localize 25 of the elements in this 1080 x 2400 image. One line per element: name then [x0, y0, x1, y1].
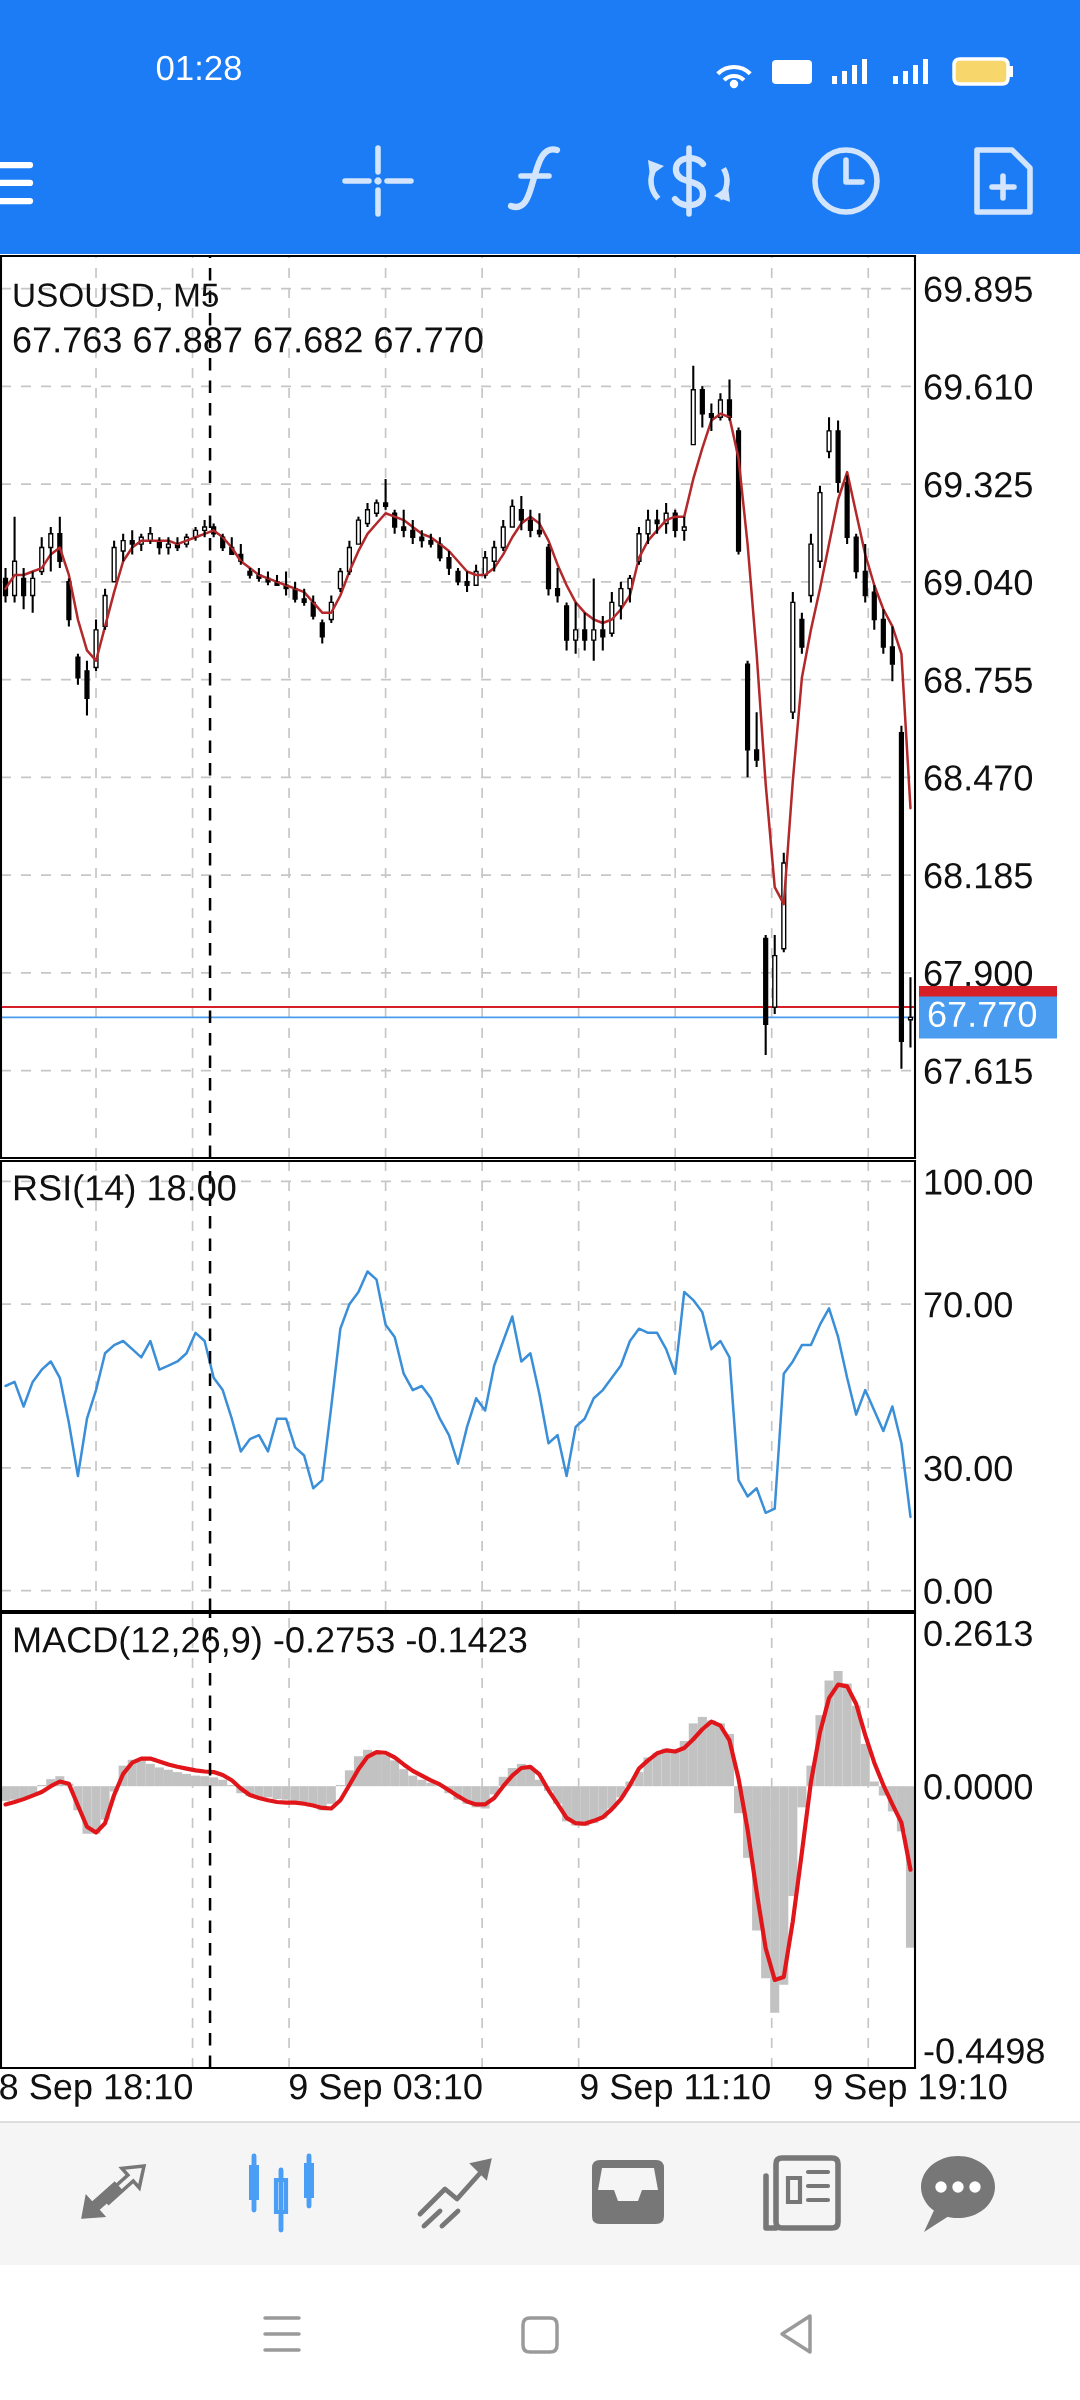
- x-tick-label: 9 Sep 03:10: [289, 2073, 482, 2107]
- y-tick-label: 68.185: [924, 862, 1032, 889]
- y-tick-label: 70.00: [924, 1292, 1012, 1318]
- chart-title: MACD(12,26,9) -0.2753 -0.1423: [14, 1626, 527, 1660]
- y-tick-label: 100.00: [925, 1169, 1033, 1195]
- y-tick-label: 0.0000: [924, 1774, 1033, 1800]
- x-tick-label: 8 Sep 18:10: [0, 2073, 192, 2107]
- y-tick-label: 67.615: [924, 1058, 1032, 1084]
- y-tick-label: 68.755: [924, 667, 1032, 693]
- text: 67.763 67.887 67.682 67.770: [13, 327, 483, 353]
- x-tick-label: 9 Sep 19:10: [814, 2073, 1007, 2107]
- y-tick-label: 69.325: [924, 471, 1032, 498]
- chart-title: RSI(14) 18.00: [14, 1174, 236, 1208]
- x-tick-label: 9 Sep 11:10: [580, 2073, 770, 2107]
- y-tick-label: 30.00: [924, 1455, 1012, 1482]
- y-tick-label: 0.00: [924, 1578, 992, 1604]
- text: 01:28: [156, 55, 241, 81]
- y-tick-label: -0.4498: [924, 2038, 1044, 2064]
- y-tick-label: 68.470: [924, 765, 1033, 791]
- y-tick-label: 69.040: [924, 569, 1033, 596]
- y-tick-label: 0.2613: [924, 1620, 1032, 1647]
- y-tick-label: 69.610: [924, 374, 1033, 400]
- y-tick-label: 69.895: [924, 276, 1032, 303]
- ref-line-label: 67.770: [928, 1001, 1037, 1028]
- y-tick-label: 67.900: [924, 960, 1033, 987]
